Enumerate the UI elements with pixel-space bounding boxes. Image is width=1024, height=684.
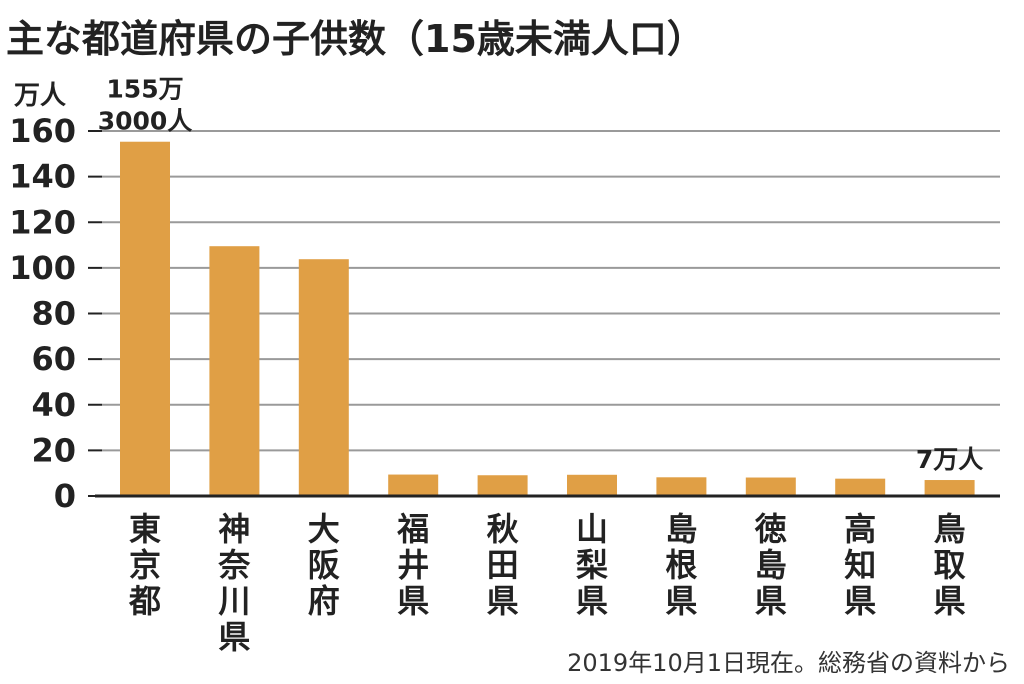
- y-tick-label: 0: [54, 477, 76, 515]
- x-tick-label: 大阪府: [308, 510, 340, 620]
- bar: [924, 480, 975, 496]
- y-tick-label: 140: [9, 158, 76, 196]
- y-tick-label: 120: [9, 203, 76, 241]
- bars: [120, 141, 975, 497]
- y-tick-label: 60: [31, 340, 76, 378]
- y-unit-label: 万人: [14, 81, 66, 111]
- x-tick-label: 福井県: [396, 510, 429, 620]
- y-axis-ticks: 0 20 40 60 80 100 120 140 160: [9, 112, 102, 515]
- chart-title: 主な都道府県の子供数（15歳未満人口）: [6, 17, 705, 61]
- x-tick-label: 高知県: [844, 510, 876, 620]
- y-tick-label: 80: [31, 295, 76, 333]
- x-tick-label: 秋田県: [487, 510, 519, 620]
- data-label: 155万 3000人: [98, 75, 193, 136]
- x-tick-label: 山梨県: [576, 510, 608, 620]
- y-tick-label: 20: [31, 431, 76, 469]
- x-tick-label: 鳥取県: [934, 510, 966, 620]
- data-labels: 155万 3000人 7万人: [98, 75, 984, 474]
- x-axis-labels: 東京都 神奈川県 大阪府 福井県 秋田県 山梨県 島根県 徳島県 高知県 鳥取県: [128, 510, 966, 656]
- x-tick-label: 東京都: [128, 510, 161, 620]
- y-tick-label: 100: [9, 249, 76, 287]
- bar: [567, 474, 617, 496]
- x-tick-label: 島根県: [665, 510, 697, 620]
- bar: [745, 477, 796, 496]
- bar: [298, 259, 349, 496]
- source-note: 2019年10月1日現在。総務省の資料から: [567, 649, 1010, 677]
- y-tick-label: 160: [9, 112, 76, 150]
- x-tick-label: 神奈川県: [217, 510, 250, 656]
- bar: [209, 246, 260, 496]
- data-label: 7万人: [916, 445, 983, 474]
- y-tick-label: 40: [31, 386, 76, 424]
- x-tick-label: 徳島県: [754, 510, 787, 620]
- bar: [388, 474, 439, 496]
- bar: [835, 478, 886, 496]
- bar: [120, 141, 170, 497]
- bar: [656, 477, 707, 496]
- bar: [477, 475, 528, 496]
